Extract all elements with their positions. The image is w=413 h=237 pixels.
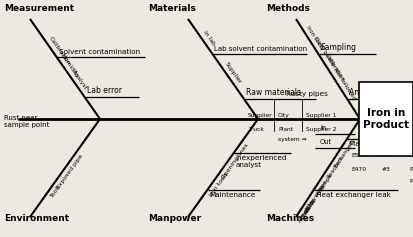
- Text: E470: E470: [304, 199, 315, 214]
- Text: Iron tools: Iron tools: [305, 25, 324, 51]
- Text: Inexperienced
analyst: Inexperienced analyst: [235, 155, 286, 168]
- Text: Calibration: Calibration: [323, 53, 344, 82]
- Text: Humidity: Humidity: [60, 53, 80, 78]
- Text: Not followed: Not followed: [332, 67, 356, 101]
- Text: Analytical procedure: Analytical procedure: [348, 88, 413, 97]
- Text: Materials of construction: Materials of construction: [348, 141, 413, 147]
- Text: Analyst: Analyst: [71, 69, 88, 90]
- Text: P560: P560: [408, 167, 413, 172]
- Text: Supplier: Supplier: [223, 61, 242, 84]
- Text: Iron tools: Iron tools: [208, 171, 229, 197]
- Text: Truck: Truck: [247, 127, 263, 132]
- Text: Environment: Environment: [4, 214, 69, 223]
- Text: Sampling: Sampling: [320, 43, 356, 52]
- Text: City: City: [277, 113, 289, 118]
- Text: Manpower: Manpower: [147, 214, 201, 223]
- FancyBboxPatch shape: [358, 82, 412, 156]
- Text: P573: P573: [408, 179, 413, 184]
- Text: Calibration: Calibration: [47, 35, 71, 66]
- Text: Lab error: Lab error: [86, 86, 121, 95]
- Text: #2: #2: [380, 153, 389, 158]
- Text: In lab: In lab: [202, 30, 216, 47]
- Text: system ⇒: system ⇒: [277, 137, 306, 142]
- Text: E583: E583: [350, 153, 366, 158]
- Text: Supplier 1: Supplier 1: [305, 113, 336, 118]
- Text: Materials: Materials: [147, 4, 195, 13]
- Text: Reactors: Reactors: [325, 155, 344, 180]
- Text: Maintenance: Maintenance: [209, 191, 255, 198]
- Text: Measurement: Measurement: [4, 4, 74, 13]
- Text: In: In: [319, 125, 325, 131]
- Text: P584: P584: [408, 153, 413, 158]
- Text: Exposed pipe: Exposed pipe: [56, 153, 84, 190]
- Text: Opening lines: Opening lines: [220, 143, 249, 180]
- Text: #3: #3: [380, 167, 389, 172]
- Text: At reactor inlet: At reactor inlet: [299, 184, 325, 221]
- Text: Plant: Plant: [277, 127, 292, 132]
- Text: Dirty bottle: Dirty bottle: [312, 36, 335, 67]
- Text: Tools: Tools: [49, 183, 62, 199]
- Text: E560: E560: [299, 205, 311, 220]
- Text: E470: E470: [350, 167, 366, 172]
- Text: Methods: Methods: [266, 4, 309, 13]
- Text: Supplier: Supplier: [247, 113, 272, 118]
- Text: Solvent contamination: Solvent contamination: [59, 49, 140, 55]
- Text: At reactor: At reactor: [297, 198, 316, 223]
- Text: Raw materials: Raw materials: [245, 88, 300, 97]
- Text: Rust near
sample point: Rust near sample point: [4, 115, 49, 128]
- Text: Machines: Machines: [266, 214, 313, 223]
- Text: Pumps: Pumps: [318, 172, 333, 192]
- Text: Lab solvent contamination: Lab solvent contamination: [214, 46, 307, 52]
- Text: Supplier 2: Supplier 2: [305, 127, 336, 132]
- Text: Out: Out: [319, 139, 331, 145]
- Text: Heat exchanger leak: Heat exchanger leak: [315, 191, 390, 198]
- Text: Exchangers: Exchangers: [332, 138, 355, 169]
- Text: Alloy valves: Alloy valves: [304, 180, 328, 212]
- Text: Rusty pipes: Rusty pipes: [285, 91, 327, 97]
- Text: Iron in
Product: Iron in Product: [362, 108, 408, 130]
